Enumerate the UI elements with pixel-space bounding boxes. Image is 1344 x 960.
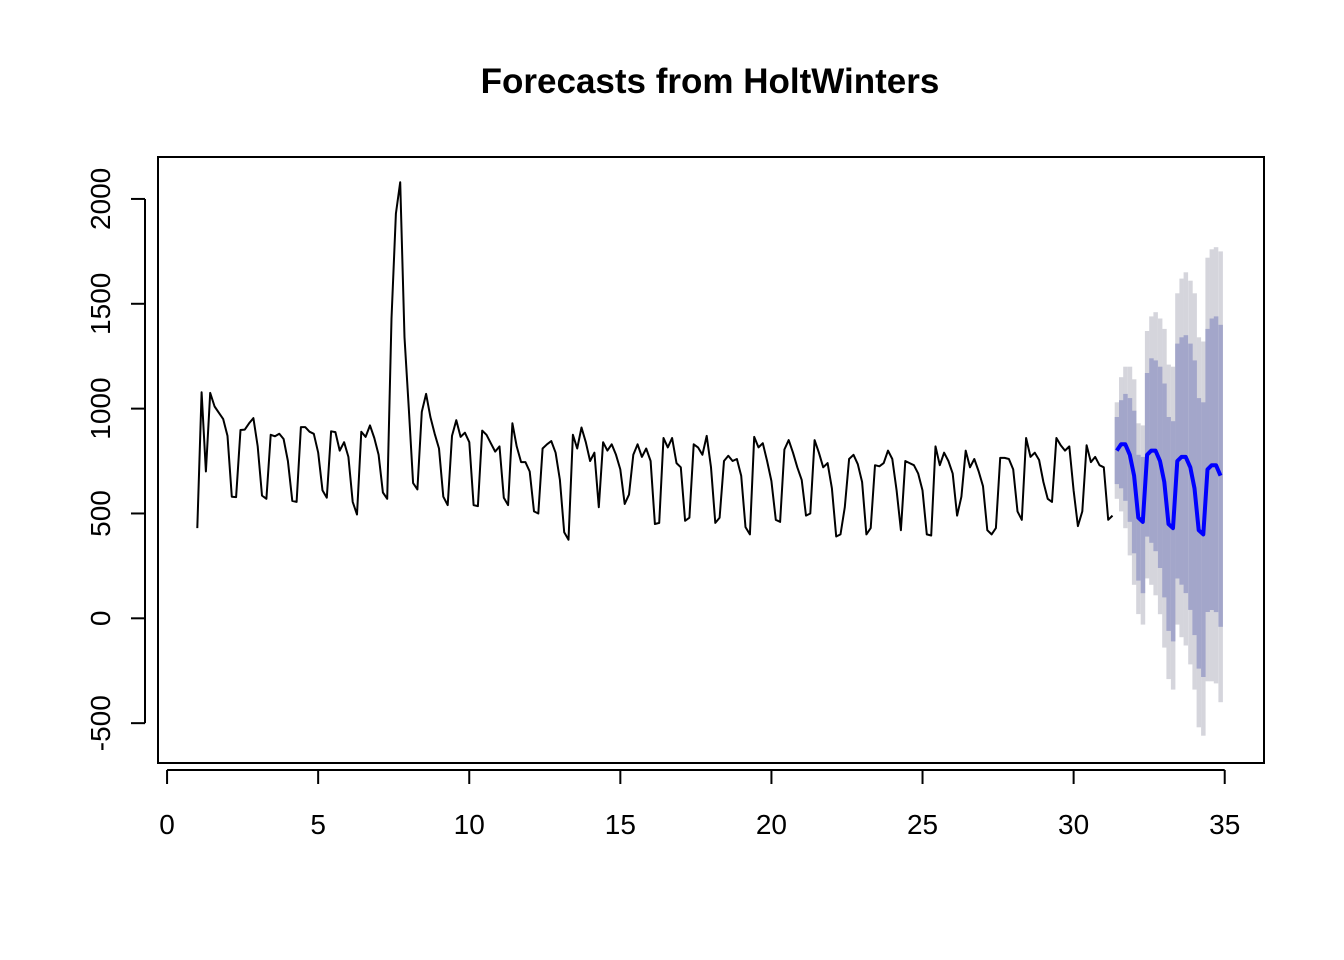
plot-frame [157,156,1265,764]
observed-line [196,181,1114,541]
band-80-segment [1140,456,1146,594]
x-tick-label: 10 [454,809,485,840]
x-tick-label: 15 [605,809,636,840]
forecast-mean [1115,442,1223,537]
band-80-segment [1179,337,1184,585]
y-tick-label: 2000 [85,168,116,230]
x-tick-label: 0 [159,809,175,840]
band-80-segment [1170,421,1176,642]
y-tick-label: 0 [85,611,116,627]
y-axis: -500 0 500 1000 1500 2000 [85,168,146,751]
forecast-mean-line [1115,442,1223,537]
x-axis: 0 5 10 15 20 25 30 35 [159,769,1240,840]
x-tick-label: 25 [907,809,938,840]
y-tick-label: -500 [85,695,116,751]
x-tick-label: 30 [1058,809,1089,840]
y-tick-label: 1500 [85,273,116,335]
observed-series-line [196,181,1114,541]
x-tick-label: 35 [1209,809,1240,840]
band-80-segment [1201,402,1206,677]
x-tick-label: 5 [310,809,326,840]
chart-title: Forecasts from HoltWinters [481,62,940,101]
band-80-segment [1196,398,1202,669]
x-tick-label: 20 [756,809,787,840]
band-80-segment [1183,335,1189,594]
y-tick-label: 1000 [85,377,116,439]
band-80-segment [1218,324,1223,627]
y-tick-label: 500 [85,490,116,537]
